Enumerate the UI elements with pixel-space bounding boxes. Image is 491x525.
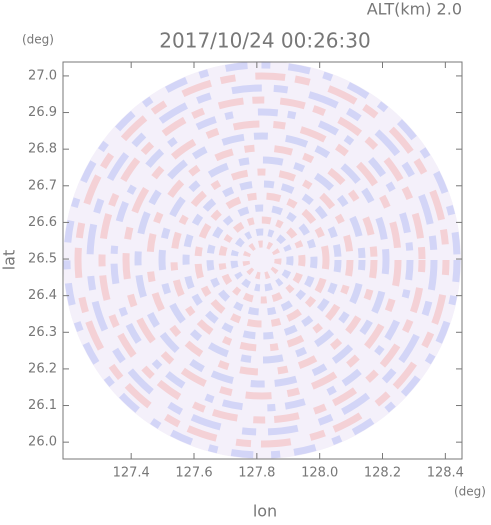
radar-field (63, 61, 461, 459)
y-tick-label: 26.4 (28, 288, 57, 303)
y-tick-label: 26.5 (28, 252, 57, 267)
plot-frame (62, 61, 463, 460)
y-tick-label: 26.6 (28, 215, 57, 230)
chart-title: 2017/10/24 00:26:30 (159, 29, 370, 53)
y-tick-label: 26.1 (28, 398, 57, 413)
y-label: lat (0, 250, 19, 271)
subtitle: ALT(km) 2.0 (367, 0, 462, 19)
y-tick-label: 26.8 (28, 142, 57, 157)
x-tick-label: 127.8 (238, 466, 275, 481)
y-tick-label: 26.7 (28, 178, 57, 193)
y-tick-label: 26.9 (28, 105, 57, 120)
x-tick-label: 128.4 (427, 466, 464, 481)
x-tick-label: 128.0 (301, 466, 338, 481)
y-unit: (deg) (22, 33, 54, 47)
x-unit: (deg) (454, 485, 486, 499)
x-tick-label: 127.6 (175, 466, 212, 481)
y-tick-label: 27.0 (28, 68, 57, 83)
y-tick-label: 26.2 (28, 361, 57, 376)
y-tick-label: 26.3 (28, 325, 57, 340)
x-tick-label: 127.4 (113, 466, 150, 481)
y-tick-label: 26.0 (28, 435, 57, 450)
x-tick-label: 128.2 (364, 466, 401, 481)
x-label: lon (253, 502, 277, 521)
